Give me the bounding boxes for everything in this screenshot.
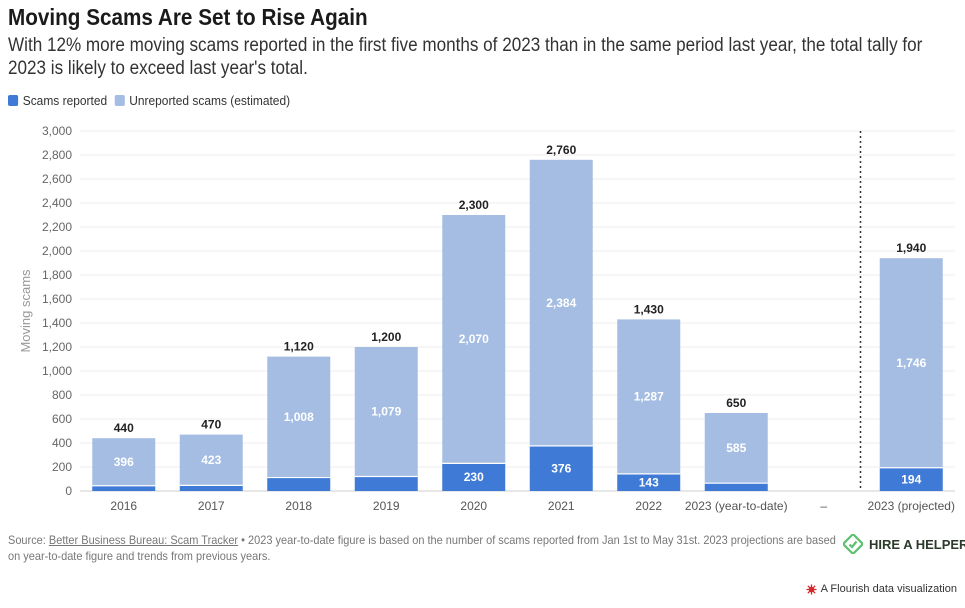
legend-label-unreported: Unreported scams (estimated) bbox=[129, 93, 291, 108]
bar-reported bbox=[92, 485, 156, 491]
legend-item-reported[interactable]: Scams reported bbox=[8, 93, 107, 108]
brand-name: HIRE A HELPER bbox=[869, 536, 965, 552]
bar-reported bbox=[442, 463, 506, 491]
x-tick-label: 2023 (projected) bbox=[868, 499, 955, 513]
total-label: 1,200 bbox=[371, 330, 401, 344]
bar-unreported bbox=[879, 258, 943, 468]
chart-subtitle: With 12% more moving scams reported in t… bbox=[8, 35, 923, 79]
data-label-unreported: 585 bbox=[726, 441, 746, 455]
x-tick-label: – bbox=[820, 499, 827, 513]
data-label-unreported: 396 bbox=[114, 455, 134, 469]
y-tick-label: 2,600 bbox=[42, 172, 72, 186]
y-tick-label: 2,800 bbox=[42, 148, 72, 162]
bar-unreported bbox=[267, 356, 331, 478]
y-tick-label: 800 bbox=[52, 388, 72, 402]
data-label-reported: 143 bbox=[639, 475, 659, 489]
legend-swatch-unreported bbox=[114, 95, 125, 106]
flourish-icon bbox=[806, 583, 817, 595]
total-label: 650 bbox=[726, 396, 746, 410]
data-label-reported: 194 bbox=[901, 472, 921, 486]
bar-reported bbox=[354, 476, 418, 491]
source-prefix: Source: bbox=[8, 533, 49, 547]
x-tick-label: 2018 bbox=[285, 499, 312, 513]
bar-reported bbox=[179, 485, 243, 491]
data-label-unreported: 2,384 bbox=[546, 296, 576, 310]
y-tick-label: 3,000 bbox=[42, 124, 72, 138]
total-label: 1,120 bbox=[284, 340, 314, 354]
x-tick-label: 2022 bbox=[635, 499, 662, 513]
legend-item-unreported[interactable]: Unreported scams (estimated) bbox=[114, 93, 291, 108]
x-tick-label: 2019 bbox=[373, 499, 400, 513]
data-label-reported: 230 bbox=[464, 470, 484, 484]
total-label: 1,940 bbox=[896, 241, 926, 255]
data-label-unreported: 1,287 bbox=[634, 390, 664, 404]
total-label: 1,430 bbox=[634, 302, 664, 316]
source-note: • 2023 year-to-date figure is based on t… bbox=[8, 533, 836, 563]
bar-reported bbox=[529, 445, 593, 491]
bar-reported bbox=[704, 483, 768, 491]
y-tick-label: 600 bbox=[52, 412, 72, 426]
data-label-reported: 376 bbox=[551, 461, 571, 475]
source-link[interactable]: Better Business Bureau: Scam Tracker bbox=[48, 533, 239, 547]
bar-unreported bbox=[92, 438, 156, 486]
bar-unreported bbox=[442, 215, 506, 464]
footer-note: Source: Better Business Bureau: Scam Tra… bbox=[8, 532, 850, 564]
y-tick-label: 1,000 bbox=[42, 364, 72, 378]
legend-swatch-reported bbox=[8, 95, 19, 106]
total-label: 2,300 bbox=[459, 198, 489, 212]
legend-label-reported: Scams reported bbox=[22, 93, 108, 108]
bar-unreported bbox=[529, 159, 593, 446]
data-label-unreported: 423 bbox=[201, 453, 221, 467]
bar-unreported bbox=[617, 319, 681, 474]
x-tick-label: 2020 bbox=[460, 499, 487, 513]
y-tick-label: 1,200 bbox=[42, 340, 72, 354]
y-tick-label: 2,400 bbox=[42, 196, 72, 210]
bar-reported bbox=[617, 473, 681, 491]
hire-a-helper-icon bbox=[843, 534, 863, 554]
brand-logo[interactable]: HIRE A HELPER bbox=[843, 534, 965, 554]
x-tick-label: 2017 bbox=[198, 499, 225, 513]
total-label: 440 bbox=[114, 421, 134, 435]
flourish-label: A Flourish data visualization bbox=[820, 583, 957, 595]
y-axis-label: Moving scams bbox=[18, 269, 33, 353]
bar-reported bbox=[879, 467, 943, 491]
data-label-unreported: 1,746 bbox=[896, 356, 926, 370]
y-tick-label: 1,400 bbox=[42, 316, 72, 330]
y-tick-label: 200 bbox=[52, 460, 72, 474]
data-label-unreported: 1,008 bbox=[284, 410, 314, 424]
total-label: 2,760 bbox=[546, 143, 576, 157]
legend: Scams reported Unreported scams (estimat… bbox=[8, 93, 290, 108]
y-tick-label: 2,200 bbox=[42, 220, 72, 234]
y-tick-label: 2,000 bbox=[42, 244, 72, 258]
y-tick-label: 0 bbox=[65, 484, 72, 498]
x-tick-label: 2021 bbox=[548, 499, 575, 513]
bar-unreported bbox=[354, 347, 418, 477]
chart-title: Moving Scams Are Set to Rise Again bbox=[8, 4, 368, 30]
flourish-attribution[interactable]: A Flourish data visualization bbox=[806, 583, 957, 595]
x-tick-label: 2023 (year-to-date) bbox=[685, 499, 788, 513]
x-tick-label: 2016 bbox=[110, 499, 137, 513]
data-label-unreported: 1,079 bbox=[371, 405, 401, 419]
total-label: 470 bbox=[201, 418, 221, 432]
y-tick-label: 1,800 bbox=[42, 268, 72, 282]
data-label-unreported: 2,070 bbox=[459, 332, 489, 346]
bar-unreported bbox=[704, 413, 768, 484]
y-tick-label: 400 bbox=[52, 436, 72, 450]
bar-reported bbox=[267, 477, 331, 491]
bar-unreported bbox=[179, 434, 243, 486]
stacked-bar-chart: 0 200 400 600 800 1,000 1,200 1,400 1,600 1,800 2,… bbox=[18, 124, 955, 513]
y-tick-label: 1,600 bbox=[42, 292, 72, 306]
